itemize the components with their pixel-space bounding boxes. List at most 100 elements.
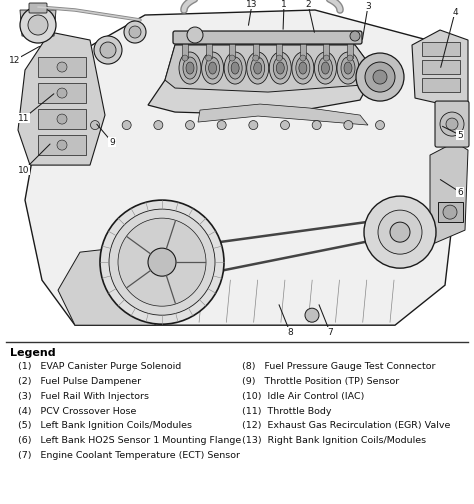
- Circle shape: [390, 222, 410, 242]
- Ellipse shape: [254, 62, 262, 74]
- Bar: [206, 42, 211, 58]
- Polygon shape: [198, 104, 368, 125]
- Polygon shape: [165, 45, 375, 92]
- Polygon shape: [18, 32, 105, 165]
- Text: (10)  Idle Air Control (IAC): (10) Idle Air Control (IAC): [242, 392, 365, 401]
- Circle shape: [124, 21, 146, 43]
- Ellipse shape: [201, 52, 224, 84]
- Circle shape: [122, 120, 131, 130]
- Polygon shape: [25, 10, 460, 325]
- Circle shape: [129, 26, 141, 38]
- Ellipse shape: [224, 52, 246, 84]
- Circle shape: [300, 55, 306, 61]
- Text: (7)   Engine Coolant Temperature (ECT) Sensor: (7) Engine Coolant Temperature (ECT) Sen…: [18, 451, 240, 460]
- Bar: [323, 42, 329, 58]
- Circle shape: [148, 248, 176, 276]
- Circle shape: [276, 55, 283, 61]
- Text: (8)   Fuel Pressure Gauge Test Connector: (8) Fuel Pressure Gauge Test Connector: [242, 362, 436, 371]
- Ellipse shape: [296, 57, 310, 79]
- Text: 10: 10: [18, 166, 30, 174]
- Circle shape: [440, 112, 464, 136]
- Ellipse shape: [299, 62, 307, 74]
- Text: Legend: Legend: [10, 348, 55, 358]
- Circle shape: [57, 88, 67, 98]
- Text: (5)   Left Bank Ignition Coils/Modules: (5) Left Bank Ignition Coils/Modules: [18, 421, 192, 430]
- Ellipse shape: [337, 52, 359, 84]
- Text: (9)   Throttle Position (TP) Sensor: (9) Throttle Position (TP) Sensor: [242, 377, 399, 386]
- Bar: [38, 109, 86, 129]
- Bar: [38, 135, 86, 155]
- FancyBboxPatch shape: [29, 3, 47, 13]
- FancyBboxPatch shape: [435, 101, 469, 147]
- Ellipse shape: [276, 62, 284, 74]
- Circle shape: [364, 196, 436, 268]
- Ellipse shape: [186, 62, 194, 74]
- Circle shape: [305, 308, 319, 322]
- Circle shape: [229, 55, 235, 61]
- Ellipse shape: [269, 52, 292, 84]
- Circle shape: [375, 120, 384, 130]
- Bar: [38, 83, 86, 103]
- Circle shape: [118, 218, 206, 306]
- Circle shape: [206, 55, 211, 61]
- Ellipse shape: [246, 52, 269, 84]
- Text: (13)  Right Bank Ignition Coils/Modules: (13) Right Bank Ignition Coils/Modules: [242, 436, 426, 445]
- Circle shape: [100, 42, 116, 58]
- Bar: [229, 42, 235, 58]
- Text: 12: 12: [9, 55, 21, 65]
- Circle shape: [446, 118, 458, 130]
- Text: (2)   Fuel Pulse Dampener: (2) Fuel Pulse Dampener: [18, 377, 141, 386]
- Text: (12)  Exhaust Gas Recirculation (EGR) Valve: (12) Exhaust Gas Recirculation (EGR) Val…: [242, 421, 450, 430]
- Circle shape: [365, 62, 395, 92]
- Bar: [300, 42, 306, 58]
- FancyBboxPatch shape: [173, 31, 362, 44]
- Polygon shape: [412, 30, 468, 110]
- Ellipse shape: [292, 52, 314, 84]
- Text: 13: 13: [246, 0, 258, 9]
- Text: 6: 6: [457, 187, 463, 197]
- Circle shape: [373, 70, 387, 84]
- Text: (3)   Fuel Rail With Injectors: (3) Fuel Rail With Injectors: [18, 392, 149, 401]
- Ellipse shape: [231, 62, 239, 74]
- Text: 1: 1: [281, 0, 287, 9]
- Bar: [38, 57, 86, 77]
- Polygon shape: [20, 10, 56, 36]
- Text: (11)  Throttle Body: (11) Throttle Body: [242, 407, 331, 416]
- Circle shape: [443, 205, 457, 219]
- Text: 11: 11: [18, 113, 30, 122]
- Circle shape: [323, 55, 329, 61]
- Circle shape: [378, 210, 422, 254]
- Ellipse shape: [206, 57, 219, 79]
- Circle shape: [57, 140, 67, 150]
- Circle shape: [20, 7, 56, 43]
- Ellipse shape: [319, 57, 332, 79]
- Circle shape: [91, 120, 100, 130]
- Circle shape: [312, 120, 321, 130]
- Circle shape: [185, 120, 194, 130]
- Text: 9: 9: [109, 138, 115, 147]
- Bar: [182, 42, 188, 58]
- Bar: [422, 60, 460, 74]
- Ellipse shape: [183, 57, 197, 79]
- Ellipse shape: [314, 52, 337, 84]
- Text: 5: 5: [457, 131, 463, 140]
- Circle shape: [217, 120, 226, 130]
- Circle shape: [100, 200, 224, 324]
- Ellipse shape: [251, 57, 264, 79]
- Text: (1)   EVAP Canister Purge Solenoid: (1) EVAP Canister Purge Solenoid: [18, 362, 181, 371]
- Polygon shape: [148, 45, 375, 115]
- Bar: [253, 42, 259, 58]
- Text: (6)   Left Bank HO2S Sensor 1 Mounting Flange: (6) Left Bank HO2S Sensor 1 Mounting Fla…: [18, 436, 241, 445]
- Text: (4)   PCV Crossover Hose: (4) PCV Crossover Hose: [18, 407, 137, 416]
- Bar: [422, 42, 460, 56]
- Ellipse shape: [341, 57, 355, 79]
- Polygon shape: [430, 142, 468, 245]
- Ellipse shape: [209, 62, 217, 74]
- Circle shape: [187, 27, 203, 43]
- Text: 3: 3: [365, 2, 371, 11]
- Circle shape: [281, 120, 290, 130]
- Circle shape: [253, 55, 259, 61]
- Circle shape: [356, 53, 404, 101]
- Circle shape: [347, 55, 353, 61]
- Circle shape: [94, 36, 122, 64]
